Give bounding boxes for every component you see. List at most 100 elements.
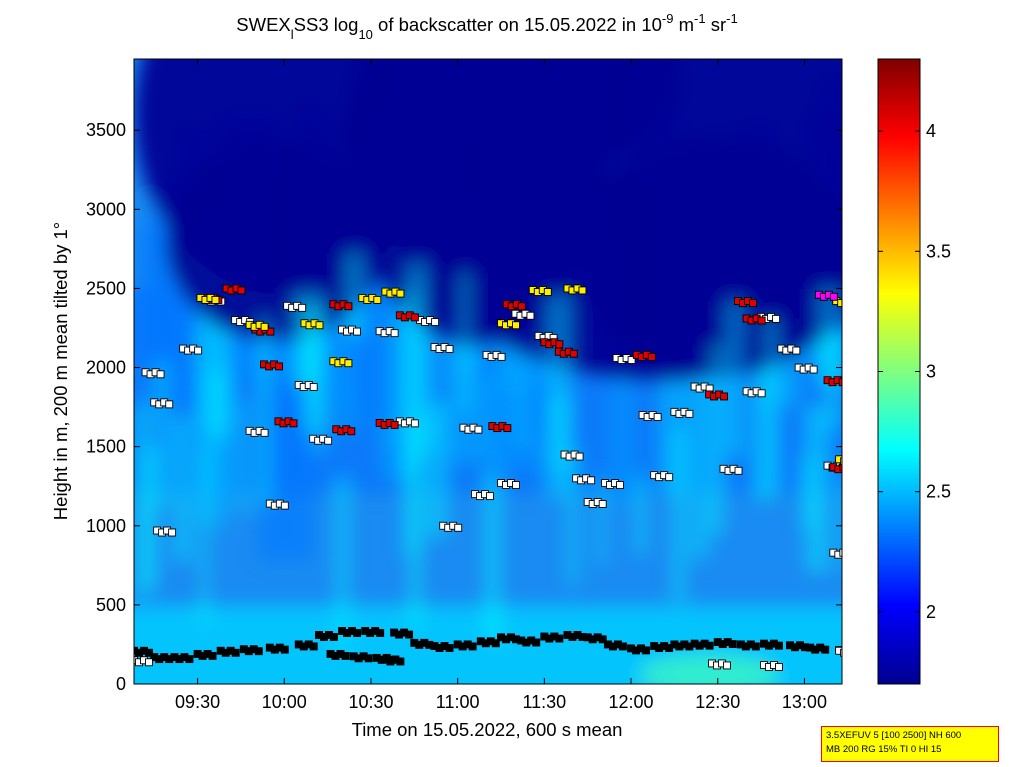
data-point-marker: [578, 286, 587, 295]
y-tick-label: 1000: [86, 516, 126, 536]
data-point-marker: [185, 655, 194, 664]
data-point-marker: [324, 436, 333, 445]
bright-streak: [806, 406, 829, 573]
data-point-marker: [497, 352, 506, 361]
data-point-marker: [720, 392, 729, 401]
bright-streak: [597, 476, 606, 566]
bright-streak: [672, 428, 686, 602]
bright-streak: [200, 446, 209, 626]
data-point-marker: [653, 413, 662, 421]
data-point-marker: [353, 327, 362, 336]
colorbar: 2 2.5 3 3.5 4: [877, 58, 951, 685]
data-point-marker: [512, 321, 520, 330]
data-point-marker: [838, 378, 842, 387]
data-point-marker: [809, 365, 818, 374]
data-point-marker: [454, 523, 463, 532]
data-point-marker: [376, 629, 385, 637]
x-tick-label: 10:30: [348, 692, 393, 712]
data-point-marker: [364, 654, 373, 663]
data-point-marker: [775, 663, 783, 671]
data-point-marker: [445, 644, 454, 652]
data-point-marker: [211, 295, 220, 304]
data-point-marker: [396, 657, 405, 666]
data-point-marker: [208, 651, 217, 660]
clear-air-patch: [577, 136, 842, 377]
data-point-marker: [156, 370, 165, 379]
data-point-marker: [839, 463, 842, 472]
x-axis: 09:30 10:00 10:30 11:00 11:30 12:00 12:30 13:00: [175, 59, 827, 712]
data-point-marker: [145, 658, 153, 667]
data-point-marker: [840, 648, 842, 657]
data-point-marker: [260, 322, 269, 331]
bright-streak: [345, 253, 364, 337]
data-point-marker: [845, 551, 852, 558]
y-axis-label: Height in m, 200 m mean tilted by 1°: [50, 222, 71, 520]
bright-streak: [405, 290, 417, 478]
data-point-marker: [587, 476, 596, 485]
data-point-marker: [555, 340, 564, 349]
data-point-marker: [647, 352, 656, 361]
plot-frame: [133, 58, 843, 685]
info-line-1: 3.5XEFUV 5 [100 2500] NH 600: [826, 730, 962, 741]
data-point-marker: [598, 500, 607, 508]
bright-streak: [303, 306, 323, 431]
colorbar-ticks: 2 2.5 3 3.5 4: [878, 121, 951, 622]
y-tick-label: 0: [116, 674, 126, 694]
data-point-marker: [665, 473, 674, 482]
y-tick-label: 3000: [86, 199, 126, 219]
marker-points: [134, 284, 855, 671]
chart-title: SWEXlSS3 log10 of backscatter on 15.05.2…: [236, 11, 737, 42]
data-point-marker: [843, 298, 850, 305]
bright-streak: [207, 370, 228, 442]
data-point-marker: [194, 346, 203, 355]
data-point-marker: [569, 349, 578, 358]
data-point-marker: [840, 457, 842, 466]
data-point-marker: [410, 313, 419, 322]
data-point-marker: [543, 288, 552, 296]
x-tick-label: 11:30: [522, 692, 566, 712]
data-point-marker: [168, 528, 177, 537]
x-tick-label: 12:30: [695, 692, 740, 712]
data-point-marker: [839, 548, 842, 557]
data-point-marker: [728, 640, 737, 649]
data-point-marker: [491, 639, 500, 648]
data-point-marker: [526, 311, 535, 320]
data-point-marker: [254, 647, 263, 656]
data-point-marker: [618, 642, 627, 651]
bright-streak: [334, 478, 351, 655]
data-point-marker: [848, 300, 855, 307]
data-point-marker: [266, 327, 275, 336]
data-point-marker: [835, 646, 842, 655]
data-point-marker: [315, 321, 324, 330]
data-point-marker: [772, 314, 781, 323]
data-point-marker: [431, 318, 440, 327]
info-line-2: MB 200 RG 15% TI 0 HI 15: [826, 744, 942, 755]
data-point-marker: [846, 647, 853, 654]
data-point-marker: [309, 642, 318, 651]
data-point-marker: [751, 642, 760, 651]
data-point-marker: [410, 419, 419, 428]
surface-bright-spot: [639, 654, 780, 684]
data-point-marker: [792, 346, 801, 355]
data-point-marker: [723, 661, 731, 670]
colorbar-tick-label: 4: [926, 121, 936, 141]
clear-air-patch: [165, 140, 386, 341]
bright-streak: [238, 400, 248, 513]
data-point-marker: [512, 481, 520, 490]
colorbar-tick-label: 2: [926, 602, 936, 622]
x-tick-label: 11:00: [436, 692, 480, 712]
data-point-marker: [616, 481, 624, 490]
data-point-marker: [309, 382, 318, 391]
data-point-marker: [390, 420, 399, 429]
data-point-marker: [373, 295, 382, 304]
data-point-marker: [231, 648, 240, 657]
data-point-marker: [474, 425, 483, 434]
data-point-marker: [775, 641, 783, 650]
parameter-info-box: 3.5XEFUV 5 [100 2500] NH 600 MB 200 RG 1…: [821, 726, 999, 762]
data-point-marker: [598, 635, 607, 644]
data-point-marker: [344, 359, 353, 368]
data-point-marker: [685, 409, 694, 418]
y-tick-label: 3500: [86, 120, 126, 140]
bright-streak: [174, 417, 191, 563]
